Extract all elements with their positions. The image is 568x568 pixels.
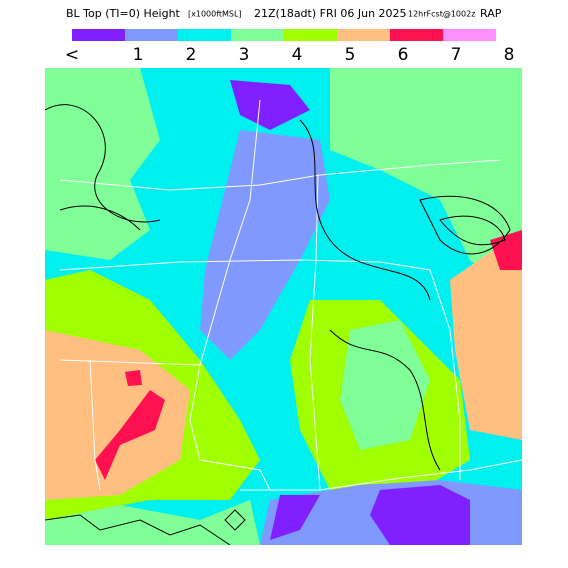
color-swatch <box>178 29 231 41</box>
color-swatch <box>337 29 390 41</box>
title: BL Top (TI=0) Height <box>66 7 181 20</box>
legend-label: 2 <box>186 45 197 65</box>
color-swatch <box>390 29 443 41</box>
color-swatch <box>125 29 178 41</box>
legend-label: 1 <box>133 45 144 65</box>
legend-label: 4 <box>292 45 303 65</box>
color-swatch <box>231 29 284 41</box>
color-swatch <box>284 29 337 41</box>
legend-label: 5 <box>345 45 356 65</box>
legend-label: 8 <box>504 45 515 65</box>
legend-label: 6 <box>398 45 409 65</box>
model: RAP <box>480 7 502 20</box>
legend-label: 7 <box>451 45 462 65</box>
color-swatch <box>443 29 496 41</box>
colorbar: <1 2 3 4 5 6 7 8 <box>65 29 515 65</box>
units: [x1000ftMSL] <box>188 10 242 19</box>
map <box>45 68 522 545</box>
legend-label: 3 <box>239 45 250 65</box>
color-swatch <box>72 29 125 41</box>
legend-label: < <box>65 45 79 65</box>
forecast: 12hrFcst@1002z <box>408 10 475 19</box>
valid-time: 21Z(18adt) FRI 06 Jun 2025 <box>254 7 407 20</box>
